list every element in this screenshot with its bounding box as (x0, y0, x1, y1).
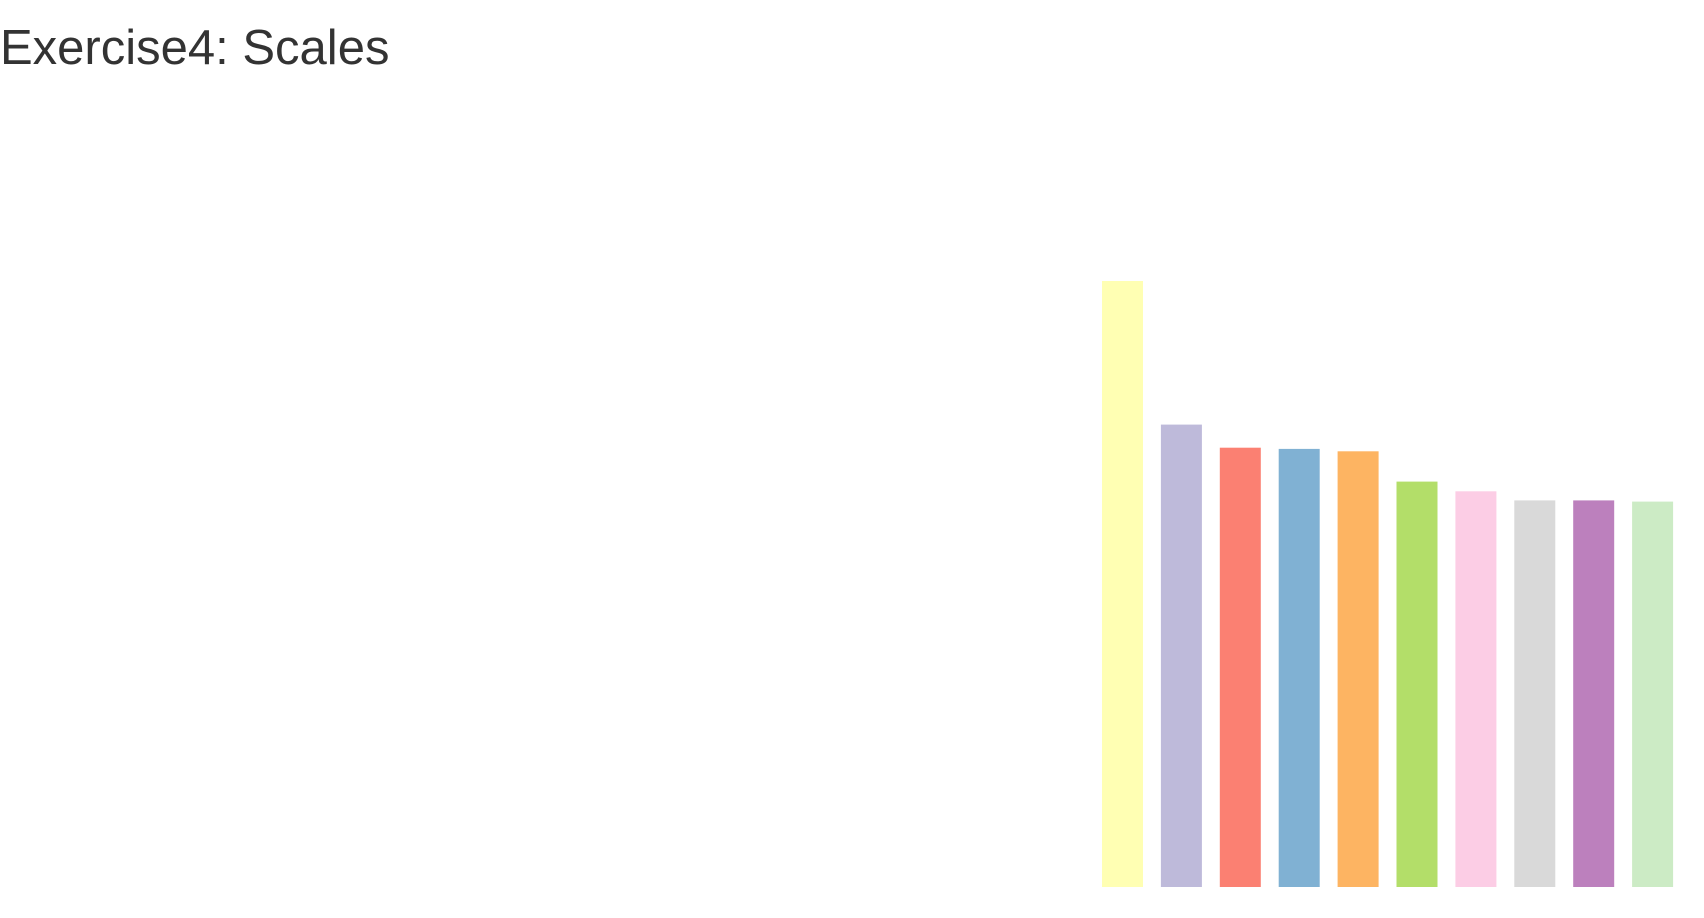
bar-group (1102, 281, 1674, 887)
bar-10 (1632, 501, 1674, 887)
bar-7 (1455, 491, 1497, 887)
bar-1 (1102, 281, 1143, 887)
bar-4 (1278, 448, 1320, 887)
bar-5 (1337, 451, 1379, 887)
bar-2 (1160, 424, 1202, 887)
bar-6 (1396, 481, 1438, 887)
bar-3 (1219, 447, 1261, 887)
page-title: Exercise4: Scales (0, 21, 390, 75)
bar-9 (1573, 500, 1615, 887)
bar-8 (1514, 500, 1556, 887)
